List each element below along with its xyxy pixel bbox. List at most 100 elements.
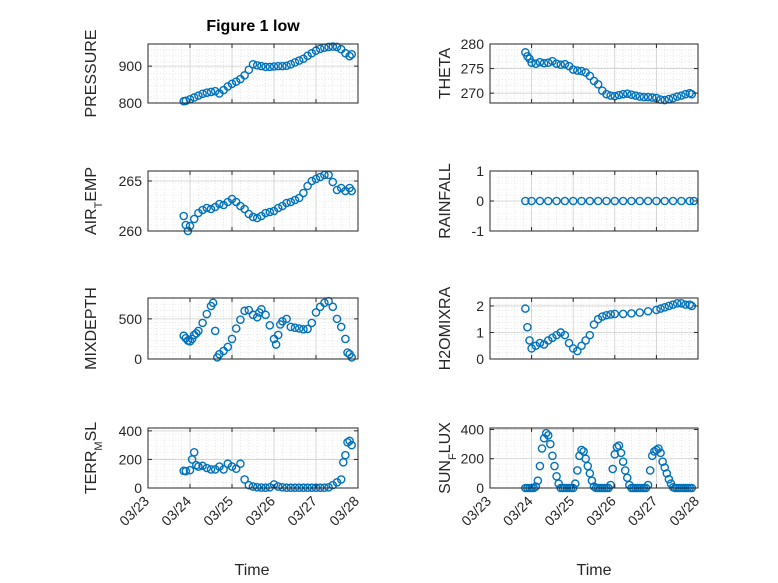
data-point: [198, 89, 207, 99]
data-point: [598, 312, 607, 321]
subplot-pressure: 800 900 PRESSURE: [83, 29, 359, 118]
data-point: [286, 59, 296, 69]
data-point: [307, 176, 317, 186]
data-point: [564, 338, 574, 348]
y-tick-label: 270: [461, 85, 485, 101]
data-point: [672, 299, 682, 308]
y-axis-label: TERRMSL: [83, 422, 105, 494]
subplot-air-temp: 260 265 AIRTEMP: [83, 167, 359, 239]
data-point: [627, 309, 636, 318]
data-point: [240, 71, 249, 80]
data-point: [290, 195, 300, 205]
y-axis-label: AIRTEMP: [83, 167, 105, 235]
data-point: [622, 89, 632, 98]
y-tick-label: 0: [476, 193, 484, 209]
data-point: [681, 300, 690, 309]
data-point: [181, 466, 191, 476]
data-point: [535, 338, 545, 348]
data-point: [198, 461, 207, 471]
data-point: [618, 196, 628, 206]
data-point: [523, 322, 532, 332]
y-tick-label: 2: [476, 298, 484, 314]
data-point: [265, 207, 275, 217]
data-point: [198, 318, 207, 328]
data-point: [341, 334, 350, 344]
y-tick-label: 500: [119, 311, 143, 327]
y-tick-label: 400: [461, 421, 485, 437]
data-point: [194, 462, 203, 471]
data-point: [202, 88, 212, 97]
data-point: [282, 198, 291, 208]
subplot-theta: 270 275 280 THETA: [437, 36, 699, 105]
y-tick-label: 0: [134, 480, 142, 496]
y-tick-label: 400: [119, 423, 143, 439]
y-tick-label: 275: [461, 61, 485, 77]
data-point: [206, 465, 216, 474]
data-point: [252, 213, 262, 223]
data-point: [219, 465, 228, 474]
data-point: [677, 91, 686, 100]
data-point: [236, 459, 245, 469]
data-point: [328, 177, 338, 187]
data-point: [660, 196, 670, 206]
data-point: [265, 62, 275, 72]
data-point: [606, 310, 615, 319]
data-point: [577, 196, 586, 206]
data-point: [294, 324, 304, 333]
data-point: [324, 42, 333, 52]
data-point: [585, 71, 595, 81]
data-point: [252, 312, 262, 322]
data-point: [294, 193, 304, 203]
data-point: [315, 172, 325, 182]
y-axis-label: MIXDEPTH: [83, 287, 100, 370]
axes-box: [147, 427, 359, 489]
y-axis-label: THETA: [437, 48, 454, 100]
x-axis-label-left: Time: [235, 562, 270, 579]
data-point: [261, 208, 270, 218]
data-point: [191, 329, 201, 338]
data-point: [664, 301, 674, 311]
data-point: [227, 79, 237, 89]
y-axis-label: RAINFALL: [437, 163, 454, 239]
data-point: [618, 89, 628, 99]
data-point: [240, 475, 249, 484]
data-point: [635, 196, 645, 206]
data-point: [548, 56, 557, 66]
subplot-rainfall: -1 0 1 RAINFALL: [437, 163, 699, 239]
subplot-grid: 800 900 PRESSURE 270 275 280 THETA 260 265 AIRTEM…: [83, 29, 702, 528]
data-point: [535, 57, 545, 67]
data-point: [552, 196, 561, 206]
data-point: [252, 482, 262, 492]
data-point: [257, 304, 266, 314]
data-point: [658, 457, 667, 466]
y-tick-label: 0: [476, 351, 484, 367]
data-point: [311, 174, 321, 184]
data-point: [278, 482, 287, 492]
data-point: [236, 315, 245, 324]
data-point: [589, 482, 599, 491]
data-point: [546, 439, 555, 449]
data-point: [556, 60, 566, 69]
data-point: [668, 93, 678, 103]
data-point: [315, 44, 325, 54]
data-point: [332, 185, 342, 195]
data-point: [179, 331, 188, 341]
data-point: [627, 90, 636, 99]
data-point: [525, 336, 534, 345]
data-point: [244, 480, 254, 490]
data-point: [273, 330, 283, 340]
y-tick-label: 0: [134, 351, 142, 367]
data-point: [645, 466, 655, 475]
data-point: [656, 448, 665, 458]
data-point: [677, 299, 686, 308]
data-point: [273, 482, 283, 491]
data-point: [278, 316, 287, 326]
data-point: [257, 61, 266, 71]
data-point: [677, 196, 686, 206]
data-point: [606, 91, 615, 100]
data-point: [185, 337, 195, 346]
data-point: [194, 326, 203, 336]
data-point: [587, 476, 597, 485]
data-point: [589, 320, 599, 329]
data-point: [550, 461, 559, 471]
